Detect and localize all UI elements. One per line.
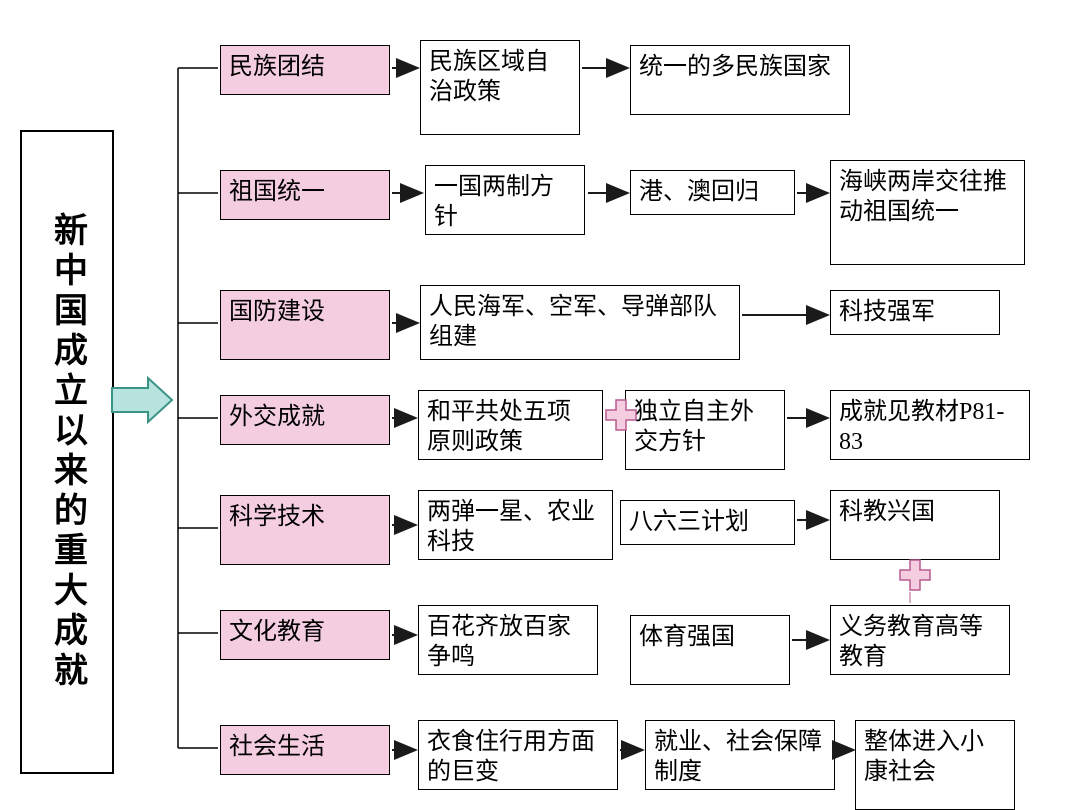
cat-reunification: 祖国统一 (220, 170, 390, 220)
cat-science: 科学技术 (220, 495, 390, 565)
cat-culture: 文化教育 (220, 610, 390, 660)
root-arrow-icon (112, 378, 172, 422)
box-tech-military: 科技强军 (830, 290, 1000, 335)
box-hk-macau: 港、澳回归 (630, 170, 795, 215)
box-employment: 就业、社会保障制度 (645, 720, 835, 790)
box-sports: 体育强国 (630, 615, 790, 685)
cat-social-life: 社会生活 (220, 725, 390, 775)
box-cross-strait: 海峡两岸交往推动祖国统一 (830, 160, 1025, 265)
box-two-bombs: 两弹一星、农业科技 (418, 490, 613, 560)
box-xiaokang: 整体进入小康社会 (855, 720, 1015, 810)
box-hundred-flowers: 百花齐放百家争鸣 (418, 605, 598, 675)
box-unified-nation: 统一的多民族国家 (630, 45, 850, 115)
cat-diplomacy: 外交成就 (220, 395, 390, 445)
box-independent-diplomacy: 独立自主外交方针 (625, 390, 785, 470)
box-daily-life: 衣食住行用方面的巨变 (418, 720, 618, 790)
plus-connector-vertical (900, 560, 930, 590)
box-five-principles: 和平共处五项原则政策 (418, 390, 603, 460)
box-military-build: 人民海军、空军、导弹部队组建 (420, 285, 740, 360)
box-education: 义务教育高等教育 (830, 605, 1010, 675)
box-863: 八六三计划 (620, 500, 795, 545)
cat-defense: 国防建设 (220, 290, 390, 360)
box-science-education: 科教兴国 (830, 490, 1000, 560)
box-one-country: 一国两制方针 (425, 165, 585, 235)
box-textbook-ref: 成就见教材P81-83 (830, 390, 1030, 460)
root-title: 新中国成立以来的重大成就 (20, 130, 114, 774)
cat-ethnic-unity: 民族团结 (220, 45, 390, 95)
box-ethnic-policy: 民族区域自治政策 (420, 40, 580, 135)
